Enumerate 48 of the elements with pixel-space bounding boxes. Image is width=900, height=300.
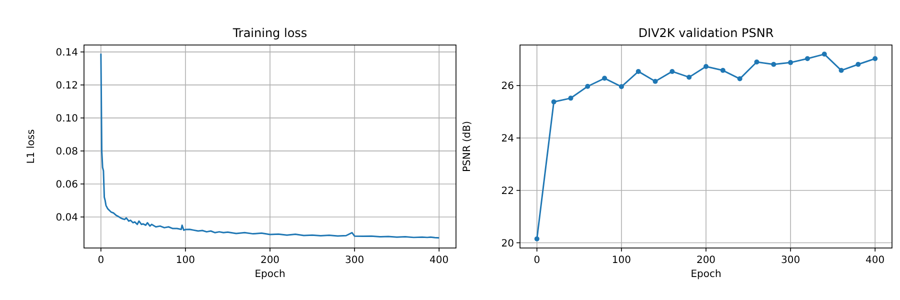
point xyxy=(822,52,827,57)
point xyxy=(856,62,861,67)
y-tick-label: 0.06 xyxy=(56,179,78,190)
y-tick-label: 20 xyxy=(501,238,514,250)
x-tick-label: 300 xyxy=(781,255,800,266)
y-tick-label: 0.12 xyxy=(56,80,78,92)
x-tick-label: 100 xyxy=(176,255,195,266)
x-tick-label: 200 xyxy=(260,255,280,266)
chart-title: Training loss xyxy=(232,26,308,40)
y-tick-label: 26 xyxy=(501,81,514,92)
point xyxy=(551,99,556,104)
x-tick-label: 200 xyxy=(696,255,716,266)
y-tick-label: 22 xyxy=(501,186,514,197)
point xyxy=(652,78,658,84)
y-axis-title: PSNR (dB) xyxy=(462,120,473,172)
point xyxy=(754,60,760,65)
point xyxy=(686,74,692,80)
point xyxy=(636,68,641,74)
y-axis-title: L1 loss xyxy=(26,129,37,164)
x-tick-label: 0 xyxy=(534,255,540,266)
point xyxy=(788,60,794,66)
x-tick-label: 400 xyxy=(866,255,885,266)
point xyxy=(534,236,540,242)
point xyxy=(838,68,844,73)
y-tick-label: 0.10 xyxy=(56,113,78,124)
y-tick-label: 0.08 xyxy=(56,146,78,158)
y-tick-label: 0.04 xyxy=(56,212,78,224)
chart-title: DIV2K validation PSNR xyxy=(638,26,774,40)
point xyxy=(602,76,608,81)
x-tick-label: 300 xyxy=(345,255,364,266)
point xyxy=(568,96,574,101)
point xyxy=(585,84,590,89)
point xyxy=(737,76,742,82)
x-tick-label: 0 xyxy=(98,255,104,266)
point xyxy=(804,56,810,62)
line-series xyxy=(100,52,440,239)
y-tick-label: 24 xyxy=(501,133,514,144)
point xyxy=(872,56,878,62)
point xyxy=(618,84,624,90)
x-axis-title: Epoch xyxy=(254,269,286,280)
y-tick-label: 0.14 xyxy=(56,47,78,58)
x-axis-title: Epoch xyxy=(690,269,722,280)
point xyxy=(704,64,708,69)
x-tick-label: 100 xyxy=(612,255,631,266)
point xyxy=(720,68,726,73)
point xyxy=(771,62,776,67)
point xyxy=(670,68,675,74)
x-tick-label: 400 xyxy=(430,255,449,266)
